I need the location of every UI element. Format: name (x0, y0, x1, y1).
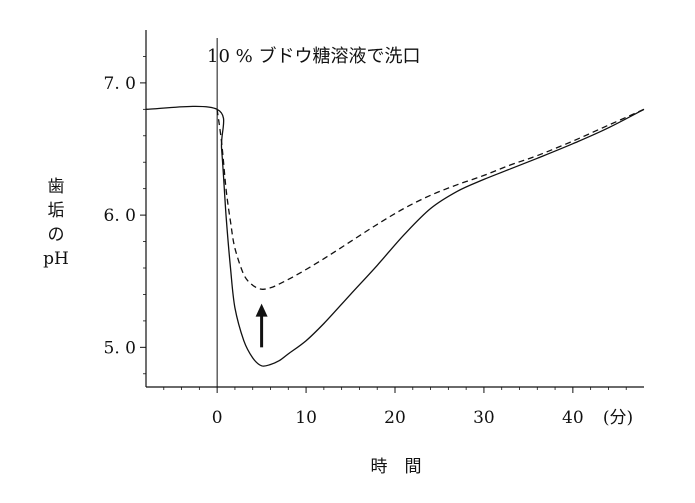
x-tick-label: 20 (384, 408, 406, 428)
y-axis-title-line: 垢 (48, 201, 65, 221)
labels: (分) 時 間 歯垢の pH 10 % ブドウ糖溶液で洗口 (43, 45, 633, 477)
axes (145, 30, 644, 388)
solid-series-line (145, 105, 645, 367)
y-axis-title-line: 歯 (48, 177, 65, 197)
annotation-label: 10 % ブドウ糖溶液で洗口 (207, 45, 420, 67)
ticks: 5. 0 6. 0 7. 0 0 10 20 30 40 (104, 56, 627, 428)
x-tick-label: 30 (473, 408, 495, 428)
x-unit-label: (分) (603, 408, 633, 428)
dashed-series-line (216, 108, 645, 290)
y-axis-title-line: の (48, 225, 65, 245)
x-tick-label: 40 (562, 408, 584, 428)
y-tick-label: 6. 0 (104, 206, 136, 226)
x-axis-title: 時 間 (371, 457, 422, 477)
y-tick-label: 7. 0 (104, 74, 136, 94)
series-layer (145, 105, 645, 367)
x-tick-label: 10 (295, 408, 317, 428)
y-tick-label: 5. 0 (104, 338, 136, 358)
arrow-up-icon (255, 303, 268, 317)
x-tick-label: 0 (212, 408, 223, 428)
y-axis-title-line: pH (43, 249, 69, 269)
